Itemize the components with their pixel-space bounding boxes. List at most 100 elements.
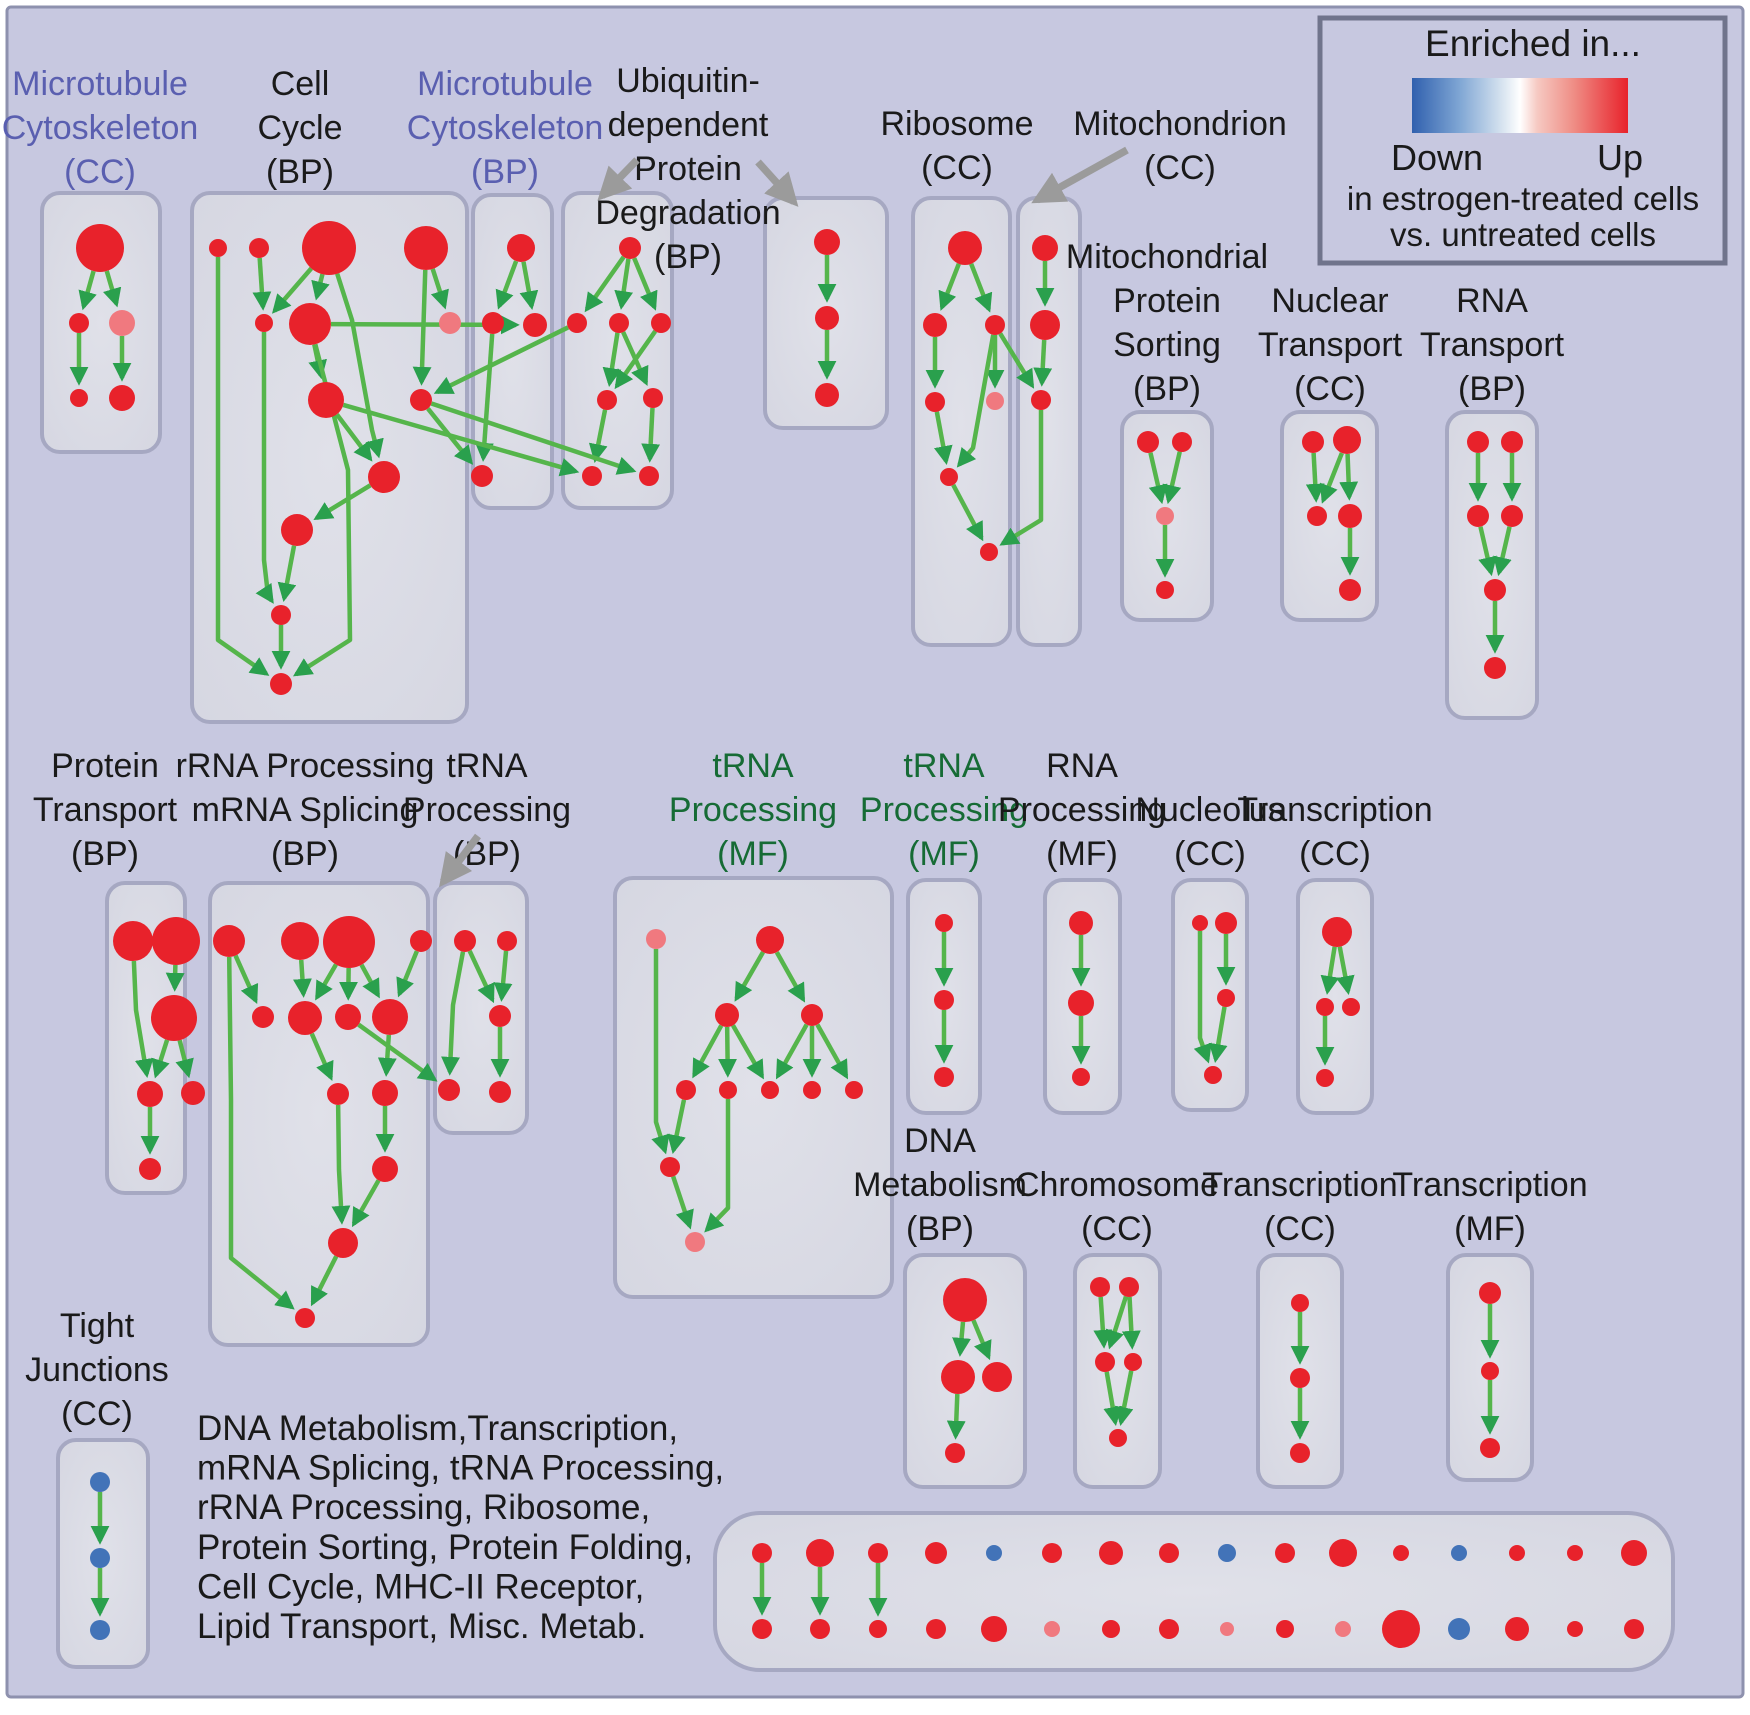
cluster-label-rrna-processing: (BP) xyxy=(271,835,339,873)
cross-edge xyxy=(430,401,637,475)
legend-subtitle-line1: in estrogen-treated cells xyxy=(1347,180,1699,217)
go-term-node-ribosome-2 xyxy=(985,315,1005,335)
cluster-label-ubiquitin-a: Degradation xyxy=(595,194,780,232)
go-term-node-transcription-mf-0 xyxy=(1479,1282,1501,1304)
go-term-node-trna-mf-large-0 xyxy=(646,929,666,949)
cluster-label-nuclear-transport: Nuclear xyxy=(1271,282,1388,320)
go-term-node-cell-cycle-11 xyxy=(271,605,291,625)
go-term-node-rna-processing-mf-1 xyxy=(1068,990,1094,1016)
misc-node-bottom-13 xyxy=(1505,1617,1529,1641)
misc-node-top-7 xyxy=(1159,1543,1179,1563)
edge-trna-mf-large xyxy=(734,951,765,1002)
edge-ubiquitin-a xyxy=(588,409,608,464)
misc-node-bottom-5 xyxy=(1044,1621,1060,1637)
go-term-node-nuclear-transport-4 xyxy=(1339,579,1361,601)
edge-ubiquitin-a xyxy=(602,332,622,387)
go-term-node-rrna-processing-9 xyxy=(372,1080,398,1106)
misc-node-top-2 xyxy=(868,1543,888,1563)
go-term-node-nucleolus-0 xyxy=(1192,915,1208,931)
go-term-node-chromosome-1 xyxy=(1119,1277,1139,1297)
edge-rrna-processing xyxy=(309,1032,334,1081)
go-term-node-trna-bp-2 xyxy=(489,1005,511,1027)
edge-ribosome xyxy=(951,483,984,542)
edge-mito-protein-sorting xyxy=(1148,452,1168,505)
go-term-node-trna-mf-large-8 xyxy=(845,1081,863,1099)
go-term-node-microtubule-cc-4 xyxy=(109,385,135,411)
edge-protein-transport xyxy=(131,960,154,1078)
cluster-label-trna-mf-large: Processing xyxy=(669,791,837,829)
legend-gradient-bar xyxy=(1412,78,1628,133)
edge-nucleolus xyxy=(1193,931,1212,1064)
cluster-label-microtubule-bp: Cytoskeleton xyxy=(407,109,604,147)
go-term-node-rna-transport-0 xyxy=(1467,431,1489,453)
edge-trna-mf-large xyxy=(815,1023,849,1080)
edge-microtubule-bp xyxy=(495,260,519,310)
edge-trna-mf-large xyxy=(774,951,806,1003)
edge-chromosome xyxy=(1103,1371,1123,1426)
misc-node-top-6 xyxy=(1099,1541,1123,1565)
go-term-node-rna-transport-1 xyxy=(1501,431,1523,453)
cluster-label-dna-metabolism: Metabolism xyxy=(853,1166,1027,1204)
misc-category-list-line: mRNA Splicing, tRNA Processing, xyxy=(197,1449,724,1488)
cluster-label-microtubule-cc: (CC) xyxy=(64,153,136,191)
edge-chromosome xyxy=(1105,1295,1129,1350)
go-term-node-rna-transport-4 xyxy=(1484,579,1506,601)
misc-node-bottom-14 xyxy=(1567,1621,1583,1637)
cluster-box-microtubule-bp xyxy=(471,193,554,510)
go-term-node-cell-cycle-8 xyxy=(410,389,432,411)
go-term-node-rrna-processing-1 xyxy=(281,922,319,960)
edge-cell-cycle xyxy=(335,413,373,462)
edge-dna-metabolism xyxy=(971,1319,992,1361)
cluster-label-cell-cycle: (BP) xyxy=(266,153,334,191)
cluster-label-microtubule-cc: Microtubule xyxy=(12,65,188,103)
edge-chromosome xyxy=(1093,1296,1113,1349)
cluster-box-misc-terms xyxy=(713,1511,1675,1672)
go-term-node-ubiquitin-b-1 xyxy=(815,306,839,330)
cluster-label-ribosome: (CC) xyxy=(921,149,993,187)
edge-trna-mf-large xyxy=(704,1099,731,1233)
cluster-label-trna-mf-large: (MF) xyxy=(717,835,789,873)
go-term-node-rrna-processing-7 xyxy=(372,999,408,1035)
edge-ubiquitin-a xyxy=(641,407,661,463)
misc-node-bottom-6 xyxy=(1102,1620,1120,1638)
go-term-node-cell-cycle-5 xyxy=(289,303,331,345)
go-term-node-rrna-processing-4 xyxy=(252,1006,274,1028)
go-term-node-microtubule-bp-1 xyxy=(482,312,504,334)
go-term-node-trna-mf-large-1 xyxy=(756,926,784,954)
go-term-node-protein-transport-4 xyxy=(181,1081,205,1105)
go-term-node-ribosome-4 xyxy=(986,392,1004,410)
cluster-box-trna-mf-large xyxy=(613,876,894,1299)
cluster-label-rrna-processing: mRNA Splicing xyxy=(192,791,419,829)
misc-node-top-0 xyxy=(752,1543,772,1563)
edge-trna-mf-large xyxy=(651,949,670,1155)
edge-rrna-processing xyxy=(315,963,338,1001)
cluster-label-nuclear-transport: (CC) xyxy=(1294,370,1366,408)
go-term-node-ribosome-6 xyxy=(980,543,998,561)
cluster-label-nuclear-transport: Transport xyxy=(1258,326,1403,364)
cluster-label-dna-metabolism: (BP) xyxy=(906,1210,974,1248)
cluster-label-ubiquitin-a: (BP) xyxy=(654,238,722,276)
go-term-node-ubiquitin-a-4 xyxy=(597,390,617,410)
edge-cell-cycle xyxy=(277,545,297,603)
go-term-node-protein-transport-0 xyxy=(113,921,153,961)
legend-subtitle-line2: vs. untreated cells xyxy=(1390,216,1656,253)
cluster-label-trna-bp: Processing xyxy=(403,791,571,829)
edge-dna-metabolism xyxy=(946,1393,966,1440)
cluster-label-cell-cycle: Cycle xyxy=(257,109,342,147)
cross-edge xyxy=(426,407,474,465)
label-pointer-arrow-3 xyxy=(439,833,481,888)
edge-protein-transport xyxy=(151,1039,170,1079)
cluster-label-ribosome: Ribosome xyxy=(880,105,1033,143)
go-term-node-rna-processing-mf-0 xyxy=(1069,911,1093,935)
cluster-label-transcription-cc-lower: (CC) xyxy=(1264,1210,1336,1248)
go-term-node-ubiquitin-a-0 xyxy=(619,237,641,259)
go-term-node-trna-mf-large-6 xyxy=(761,1081,779,1099)
edge-ubiquitin-a xyxy=(621,331,649,386)
cluster-label-dna-metabolism: DNA xyxy=(904,1122,976,1160)
misc-node-bottom-10 xyxy=(1335,1621,1351,1637)
go-term-node-trna-mf-large-5 xyxy=(719,1081,737,1099)
edge-chromosome xyxy=(1114,1370,1134,1427)
go-term-node-rrna-processing-6 xyxy=(335,1004,361,1030)
cluster-label-mito-protein-sorting: Protein xyxy=(1113,282,1221,320)
edge-rrna-processing xyxy=(351,1179,381,1228)
